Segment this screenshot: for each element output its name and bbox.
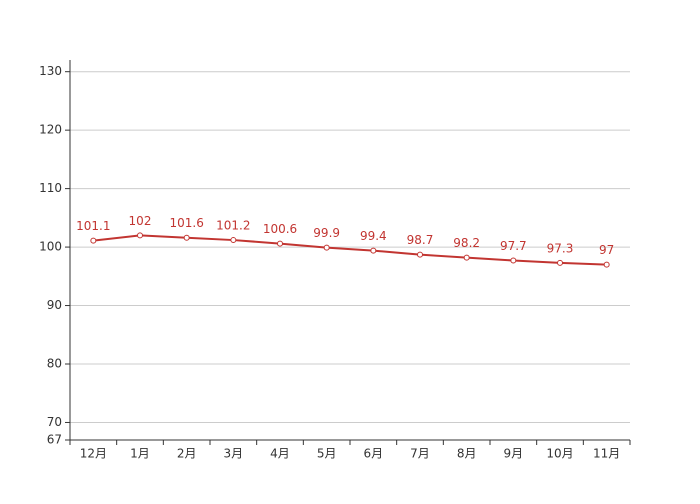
point xyxy=(323,244,330,251)
value-label: 100.6 xyxy=(263,222,297,236)
point xyxy=(463,254,470,261)
x-tick-label: 4月 xyxy=(270,447,290,461)
y-tick-label: 110 xyxy=(39,181,62,195)
point xyxy=(510,257,517,264)
y-tick-label: 80 xyxy=(47,357,62,371)
point xyxy=(90,237,97,244)
point xyxy=(230,237,237,244)
y-tick-label: 70 xyxy=(47,415,62,429)
value-label: 97 xyxy=(599,243,614,257)
point xyxy=(137,232,143,239)
x-tick-label: 2月 xyxy=(177,447,197,461)
point xyxy=(603,261,610,268)
x-tick-label: 1月 xyxy=(130,447,150,461)
x-tick-label: 3月 xyxy=(224,447,244,461)
value-label: 101.2 xyxy=(216,219,250,233)
x-tick-label: 7月 xyxy=(410,447,430,461)
x-tick-label: 5月 xyxy=(317,447,337,461)
point xyxy=(417,251,423,258)
value-label: 102 xyxy=(129,214,152,228)
point xyxy=(370,247,377,254)
value-label: 101.6 xyxy=(169,216,203,230)
x-tick-label: 8月 xyxy=(457,447,477,461)
point xyxy=(557,259,563,266)
point xyxy=(277,240,283,247)
x-tick-label: 12月 xyxy=(80,447,107,461)
y-tick-label: 67 xyxy=(47,433,62,447)
value-label: 97.3 xyxy=(547,241,574,255)
x-tick-label: 6月 xyxy=(364,447,384,461)
value-label: 97.7 xyxy=(500,239,527,253)
x-tick-label: 10月 xyxy=(546,447,573,461)
y-tick-label: 130 xyxy=(39,64,62,78)
x-tick-label: 11月 xyxy=(593,447,620,461)
value-label: 99.9 xyxy=(313,226,340,240)
y-tick-label: 120 xyxy=(39,123,62,137)
point xyxy=(183,234,190,241)
value-label: 101.1 xyxy=(76,219,110,233)
series-line xyxy=(93,234,607,266)
x-tick-label: 9月 xyxy=(504,447,524,461)
value-label: 98.2 xyxy=(453,236,480,250)
y-tick-label: 90 xyxy=(47,298,62,312)
y-tick-label: 100 xyxy=(39,240,62,254)
value-label: 99.4 xyxy=(360,229,387,243)
value-label: 98.7 xyxy=(407,233,434,247)
